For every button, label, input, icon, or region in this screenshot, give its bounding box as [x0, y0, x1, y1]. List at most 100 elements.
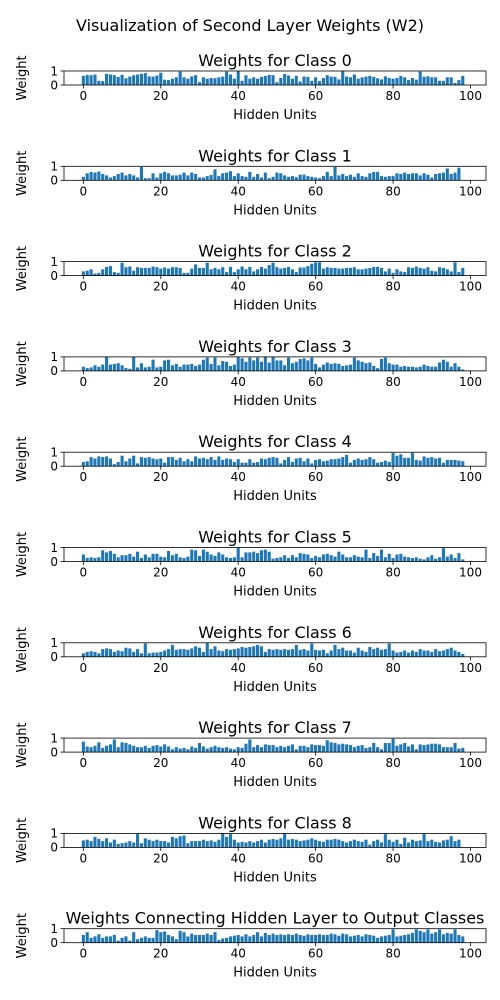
bar — [271, 262, 275, 276]
bar — [271, 457, 275, 467]
bar — [271, 75, 275, 85]
bar — [112, 839, 116, 848]
bar — [341, 743, 345, 753]
bar — [379, 359, 384, 371]
bar — [93, 74, 97, 85]
bar — [379, 749, 384, 753]
subplot-9: Weights Connecting Hidden Layer to Outpu… — [15, 909, 487, 981]
bar — [120, 742, 124, 753]
bar — [225, 361, 229, 371]
subplot-title: Weights Connecting Hidden Layer to Outpu… — [66, 909, 485, 928]
x-tick-label: 40 — [231, 375, 246, 389]
bar — [108, 177, 113, 181]
bar — [252, 462, 256, 467]
bar — [399, 935, 403, 943]
subplot-5: Weights for Class 50 20 40 60 80 10001Hidden … — [15, 528, 487, 600]
bar — [290, 176, 294, 181]
bar — [395, 455, 399, 467]
bar — [81, 75, 85, 85]
bar — [136, 74, 140, 85]
bar — [283, 935, 287, 943]
bar — [221, 173, 225, 181]
bar — [414, 266, 418, 276]
bar — [116, 174, 120, 181]
x-axis-label: Hidden Units — [233, 680, 317, 695]
bar — [190, 172, 194, 181]
bar — [426, 76, 430, 85]
x-tick-label: 80 — [385, 756, 400, 770]
bar — [225, 71, 229, 85]
bar — [410, 932, 414, 943]
bar — [422, 745, 426, 753]
bar — [329, 933, 333, 943]
bar — [434, 932, 438, 943]
bar — [221, 459, 225, 467]
bar — [294, 749, 298, 753]
bar — [105, 745, 109, 753]
bar — [217, 176, 221, 181]
bar — [108, 364, 113, 371]
bar — [186, 556, 190, 562]
bar — [275, 558, 279, 562]
bar — [399, 271, 403, 276]
y-tick-label: 1 — [50, 922, 58, 936]
bar — [209, 649, 213, 657]
bar — [143, 838, 147, 848]
bar — [414, 841, 418, 848]
x-tick-label: 60 — [308, 661, 323, 675]
y-tick-label: 0 — [50, 745, 58, 759]
x-tick-label: 100 — [459, 756, 482, 770]
bar — [182, 932, 186, 943]
x-tick-label: 40 — [231, 280, 246, 294]
bar — [290, 555, 294, 562]
bar — [395, 839, 399, 848]
bar — [379, 842, 384, 848]
bar — [174, 649, 178, 657]
bar — [434, 366, 438, 371]
bar — [426, 557, 430, 562]
bar — [151, 745, 155, 753]
bar — [182, 649, 186, 657]
bar — [139, 267, 143, 276]
bar — [248, 647, 252, 657]
x-tick-label: 80 — [385, 89, 400, 103]
bar — [310, 744, 314, 753]
bar — [283, 833, 287, 848]
bar — [399, 744, 403, 753]
bar — [263, 842, 267, 848]
x-tick-label: 0 — [80, 470, 88, 484]
x-tick-label: 20 — [153, 851, 168, 865]
bar — [306, 176, 310, 181]
bar — [437, 557, 442, 562]
bar — [182, 364, 186, 371]
axes-frame — [63, 70, 487, 86]
bar — [368, 647, 372, 657]
bar — [166, 842, 171, 848]
bar — [399, 75, 403, 85]
bar — [139, 843, 143, 848]
x-tick-label: 0 — [80, 89, 88, 103]
bar — [441, 548, 445, 562]
bar — [128, 174, 132, 181]
bar — [116, 363, 120, 371]
bar — [279, 557, 283, 562]
subplot-title: Weights for Class 0 — [198, 51, 352, 70]
bar — [197, 743, 202, 753]
bar — [364, 934, 368, 943]
x-tick-label: 60 — [308, 89, 323, 103]
bar — [290, 78, 294, 85]
bar — [85, 651, 89, 657]
bar — [85, 173, 89, 181]
bar — [201, 359, 205, 371]
bar — [364, 268, 368, 276]
bar — [85, 368, 89, 371]
bar — [306, 554, 310, 562]
bar — [418, 840, 422, 848]
bar — [267, 839, 271, 848]
x-tick-label: 20 — [153, 280, 168, 294]
bar — [108, 744, 113, 753]
bar — [89, 557, 93, 562]
y-tick-label: 1 — [50, 446, 58, 460]
bar — [356, 841, 360, 848]
bar — [124, 743, 128, 753]
